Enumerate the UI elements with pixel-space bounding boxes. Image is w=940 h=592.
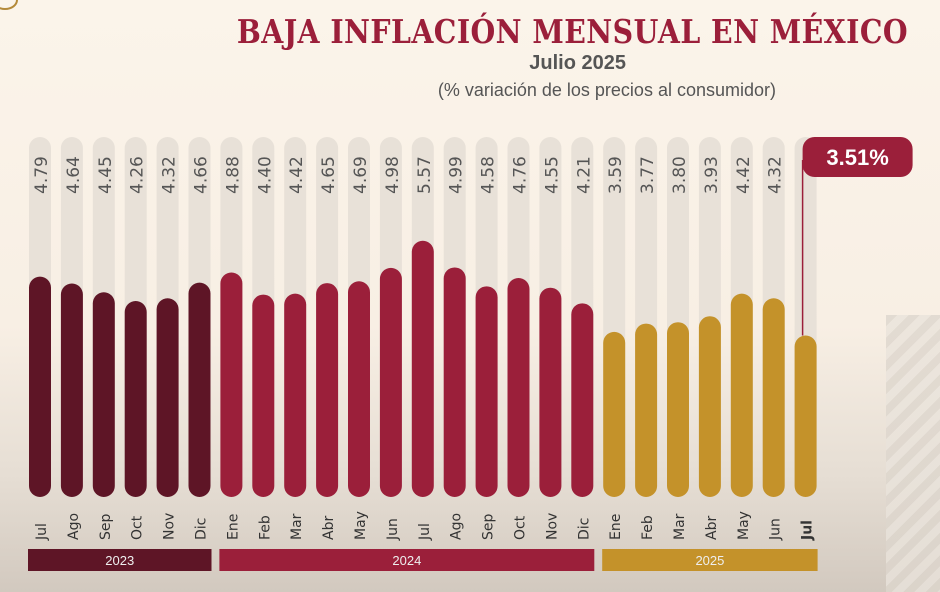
year-label: 2024 (392, 553, 421, 568)
bar (667, 322, 689, 497)
value-label: 3.93 (702, 156, 722, 194)
bar (29, 276, 51, 497)
month-label: Nov (544, 513, 560, 540)
month-label: Abr (321, 516, 337, 540)
bar (539, 287, 562, 497)
value-label: 4.26 (128, 156, 148, 194)
month-label: Oct (130, 515, 146, 540)
month-label: Ago (66, 513, 82, 540)
bar (730, 293, 753, 497)
month-label: Mar (672, 513, 688, 540)
month-label: May (736, 511, 752, 540)
chart-subtitle: Julio 2025 (529, 52, 626, 74)
bar (475, 286, 498, 497)
chart-title: BAJA INFLACIÓN MENSUAL EN MÉXICO (236, 12, 909, 51)
value-label: 4.55 (542, 156, 562, 194)
month-label: Mar (289, 513, 305, 540)
decorative-pattern (886, 315, 940, 592)
value-label: 4.88 (223, 156, 243, 194)
value-label: 4.42 (734, 156, 754, 194)
value-label: 4.32 (766, 156, 786, 194)
month-label: Sep (98, 514, 114, 541)
year-band (219, 549, 595, 571)
month-label: Feb (640, 515, 656, 540)
bar (635, 323, 658, 497)
value-label: 4.69 (351, 156, 371, 194)
value-label: 4.42 (287, 156, 307, 194)
bar (188, 282, 211, 497)
bar (252, 294, 275, 497)
bar (60, 283, 83, 497)
value-label: 4.58 (479, 156, 499, 194)
bar (92, 292, 115, 497)
value-label: 4.98 (383, 156, 403, 194)
value-label: 3.80 (670, 156, 690, 194)
month-label: Oct (513, 515, 529, 540)
month-label: Jun (385, 518, 401, 541)
value-label: 4.79 (32, 156, 52, 194)
chart-note: (% variación de los precios al consumido… (437, 80, 776, 100)
month-label: Ene (225, 514, 241, 540)
bar (762, 298, 785, 497)
bar (379, 267, 402, 497)
bar (124, 301, 147, 497)
month-label: Sep (481, 514, 497, 541)
year-band (28, 549, 212, 571)
value-label: 4.99 (447, 156, 467, 194)
value-label: 4.65 (319, 156, 339, 194)
value-label: 3.77 (638, 156, 658, 194)
bar (284, 293, 307, 497)
bar (220, 272, 243, 497)
value-label: 3.59 (606, 156, 626, 194)
value-label: 4.32 (160, 156, 180, 194)
value-label: 4.40 (255, 156, 275, 194)
bar (698, 316, 721, 497)
year-band (602, 549, 818, 571)
value-label: 5.57 (415, 156, 435, 194)
month-label: Dic (194, 518, 210, 540)
callout-value: 3.51% (826, 145, 888, 170)
value-label: 4.76 (511, 156, 531, 194)
month-label: Jul (34, 523, 50, 541)
month-label: Jul (800, 520, 816, 541)
month-label: Jun (768, 518, 784, 541)
bar (411, 240, 434, 497)
month-label: Jul (417, 523, 433, 541)
bar (571, 303, 594, 497)
value-label: 4.21 (574, 156, 594, 194)
bar (443, 267, 466, 497)
year-label: 2023 (105, 553, 134, 568)
value-label: 4.64 (64, 156, 84, 194)
value-label: 4.66 (192, 156, 212, 194)
bar (348, 281, 370, 497)
callout-box (802, 137, 913, 177)
month-label: Nov (162, 513, 178, 540)
month-label: Abr (704, 516, 720, 540)
bar (794, 335, 817, 497)
month-label: Ago (449, 513, 465, 540)
value-label: 4.45 (96, 156, 116, 194)
month-label: Ene (608, 514, 624, 540)
month-label: May (353, 511, 369, 540)
bar (156, 298, 179, 497)
bar (316, 283, 339, 497)
bar (603, 331, 626, 497)
month-label: Feb (257, 515, 273, 540)
month-label: Dic (576, 518, 592, 540)
bar (507, 278, 530, 497)
year-label: 2025 (695, 553, 724, 568)
